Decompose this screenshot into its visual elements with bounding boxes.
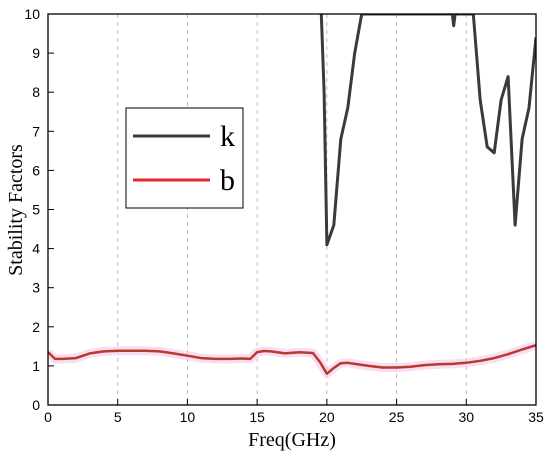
y-tick-label: 5 <box>32 202 40 218</box>
ticks-layer: 0 5 10 15 20 25 30 35 0 1 2 3 4 5 6 7 8 9 10 <box>24 6 544 425</box>
y-tick-label: 1 <box>32 358 40 374</box>
series-b-overlay <box>48 344 536 375</box>
x-tick-label: 15 <box>249 409 265 425</box>
x-tick-label: 30 <box>458 409 474 425</box>
x-tick-label: 5 <box>114 409 122 425</box>
y-tick-label: 4 <box>32 241 40 257</box>
x-tick-label: 25 <box>389 409 405 425</box>
y-tick-label: 2 <box>32 319 40 335</box>
x-tick-label: 10 <box>180 409 196 425</box>
y-tick-label: 0 <box>32 397 40 413</box>
legend-label-k: k <box>220 120 235 153</box>
legend: kb <box>125 107 244 209</box>
series-layer <box>48 14 536 379</box>
x-tick-label: 35 <box>528 409 544 425</box>
y-axis-title: Stability Factors <box>5 144 27 276</box>
x-tick-label: 0 <box>44 409 52 425</box>
x-tick-label: 20 <box>319 409 335 425</box>
y-tick-label: 8 <box>32 84 40 100</box>
y-tick-label: 10 <box>24 6 40 22</box>
x-axis-title: Freq(GHz) <box>248 429 336 451</box>
series-k-line <box>319 14 536 247</box>
y-tick-label: 9 <box>32 45 40 61</box>
legend-box <box>125 107 244 209</box>
y-tick-label: 3 <box>32 280 40 296</box>
legend-label-b: b <box>220 164 235 197</box>
y-tick-label: 7 <box>32 123 40 139</box>
y-tick-label: 6 <box>32 162 40 178</box>
